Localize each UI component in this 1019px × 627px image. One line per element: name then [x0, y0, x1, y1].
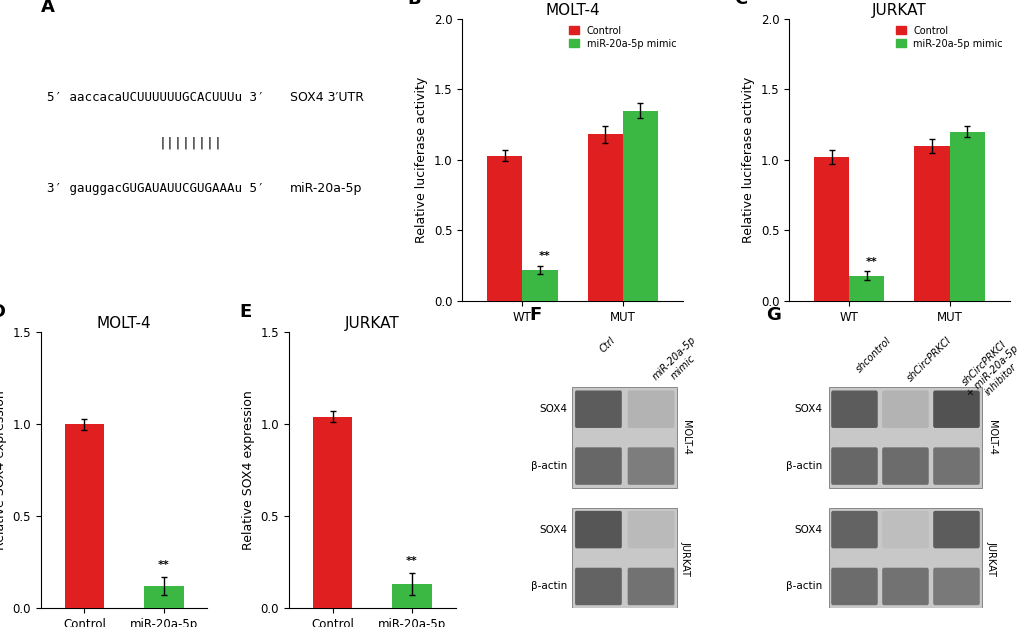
Text: C: C: [733, 0, 746, 8]
FancyBboxPatch shape: [627, 567, 674, 605]
Bar: [572, 387, 677, 488]
FancyBboxPatch shape: [575, 447, 622, 485]
Text: β-actin: β-actin: [785, 581, 821, 591]
Text: MOLT-4: MOLT-4: [985, 420, 996, 455]
Legend: Control, miR-20a-5p mimic: Control, miR-20a-5p mimic: [893, 24, 1004, 51]
FancyBboxPatch shape: [932, 391, 979, 428]
Bar: [623, 110, 657, 301]
Y-axis label: Relative SOX4 expression: Relative SOX4 expression: [242, 391, 255, 550]
Text: Ctrl: Ctrl: [598, 335, 618, 354]
Title: MOLT-4: MOLT-4: [545, 3, 599, 18]
Text: shCircPRKCI
+ miR-20a-5p
inhibitor: shCircPRKCI + miR-20a-5p inhibitor: [956, 335, 1019, 407]
Bar: [587, 135, 623, 301]
Text: G: G: [765, 306, 781, 324]
Text: E: E: [238, 303, 251, 321]
FancyBboxPatch shape: [881, 567, 928, 605]
Bar: [828, 508, 981, 608]
Bar: [949, 132, 983, 301]
Bar: [313, 417, 353, 608]
Title: JURKAT: JURKAT: [344, 316, 399, 331]
Bar: [914, 146, 949, 301]
Text: shcontrol: shcontrol: [854, 335, 893, 374]
FancyBboxPatch shape: [627, 447, 674, 485]
FancyBboxPatch shape: [932, 567, 979, 605]
Text: MOLT-4: MOLT-4: [680, 420, 690, 455]
FancyBboxPatch shape: [830, 391, 877, 428]
Text: SOX4 3′UTR: SOX4 3′UTR: [289, 92, 364, 104]
FancyBboxPatch shape: [932, 447, 979, 485]
Y-axis label: Relative luciferase activity: Relative luciferase activity: [415, 76, 428, 243]
FancyBboxPatch shape: [575, 567, 622, 605]
FancyBboxPatch shape: [932, 511, 979, 549]
Bar: [144, 586, 183, 608]
Bar: [487, 155, 522, 301]
FancyBboxPatch shape: [627, 391, 674, 428]
Bar: [572, 508, 677, 608]
FancyBboxPatch shape: [575, 511, 622, 549]
Bar: [522, 270, 557, 301]
FancyBboxPatch shape: [627, 511, 674, 549]
Bar: [391, 584, 431, 608]
Bar: [64, 424, 104, 608]
Text: miR-20a-5p
mimic: miR-20a-5p mimic: [650, 335, 706, 391]
Text: 5′ aaccacaUCUUUUUUGCACUUUu 3′: 5′ aaccacaUCUUUUUUGCACUUUu 3′: [47, 92, 264, 104]
Text: miR-20a-5p: miR-20a-5p: [289, 182, 362, 194]
Text: SOX4: SOX4: [793, 404, 821, 414]
Text: 3′ gauggacGUGAUAUUCGUGAAAu 5′: 3′ gauggacGUGAUAUUCGUGAAAu 5′: [47, 182, 264, 194]
FancyBboxPatch shape: [830, 567, 877, 605]
Text: A: A: [41, 0, 55, 16]
Text: **: **: [865, 257, 876, 267]
Text: JURKAT: JURKAT: [985, 540, 996, 576]
Text: B: B: [407, 0, 420, 8]
Text: JURKAT: JURKAT: [680, 540, 690, 576]
Title: MOLT-4: MOLT-4: [97, 316, 151, 331]
Text: β-actin: β-actin: [785, 461, 821, 471]
FancyBboxPatch shape: [881, 391, 928, 428]
Text: F: F: [529, 306, 541, 324]
Text: SOX4: SOX4: [539, 525, 567, 535]
Y-axis label: Relative SOX4 expression: Relative SOX4 expression: [0, 391, 7, 550]
Text: SOX4: SOX4: [539, 404, 567, 414]
Legend: Control, miR-20a-5p mimic: Control, miR-20a-5p mimic: [567, 24, 678, 51]
Text: SOX4: SOX4: [793, 525, 821, 535]
FancyBboxPatch shape: [575, 391, 622, 428]
Text: β-actin: β-actin: [531, 581, 567, 591]
Text: **: **: [539, 251, 550, 261]
Text: shCircPRKCI: shCircPRKCI: [905, 335, 953, 384]
Text: ||||||||: ||||||||: [159, 137, 223, 149]
Bar: [828, 387, 981, 488]
Bar: [849, 275, 883, 301]
FancyBboxPatch shape: [830, 511, 877, 549]
Text: **: **: [406, 556, 418, 566]
Text: D: D: [0, 303, 6, 321]
Text: **: **: [158, 559, 169, 569]
Y-axis label: Relative luciferase activity: Relative luciferase activity: [742, 76, 754, 243]
Text: β-actin: β-actin: [531, 461, 567, 471]
Bar: [813, 157, 849, 301]
Title: JURKAT: JURKAT: [871, 3, 926, 18]
FancyBboxPatch shape: [830, 447, 877, 485]
FancyBboxPatch shape: [881, 447, 928, 485]
FancyBboxPatch shape: [881, 511, 928, 549]
